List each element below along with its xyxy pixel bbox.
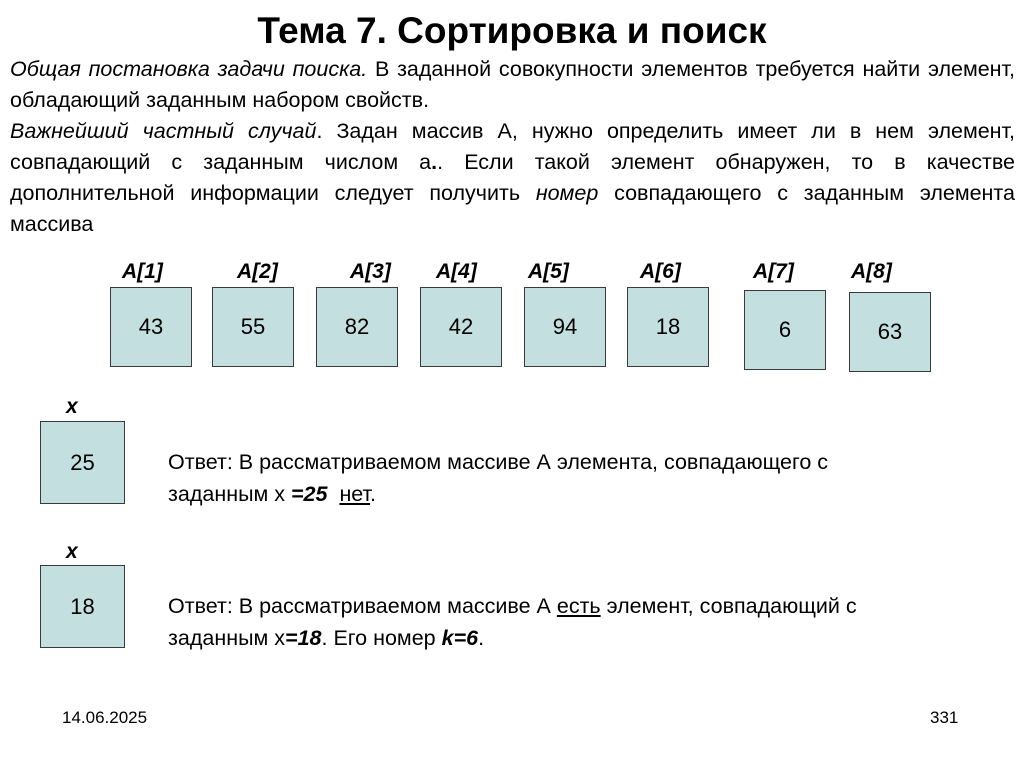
x-cell: 18 bbox=[40, 565, 125, 648]
x-label: x bbox=[66, 395, 78, 418]
answer-span: =25 bbox=[291, 482, 328, 506]
x-label: x bbox=[66, 540, 78, 563]
intro-paragraph-1: Общая постановка задачи поиска. В заданн… bbox=[10, 54, 1015, 116]
array-cell: 63 bbox=[849, 292, 931, 372]
answer-span: Ответ: В рассматриваемом массиве А bbox=[168, 594, 557, 618]
array-label: A[4] bbox=[436, 260, 477, 283]
array-cell: 82 bbox=[316, 287, 398, 367]
page-number: 331 bbox=[930, 708, 959, 727]
footer-date: 14.06.2025 bbox=[62, 708, 148, 727]
array-label: A[5] bbox=[528, 260, 569, 283]
x-cell: 25 bbox=[40, 421, 125, 504]
intro-text: Общая постановка задачи поиска. В заданн… bbox=[10, 54, 1015, 240]
intro-term: номер bbox=[535, 181, 599, 205]
answer-line: Ответ: В рассматриваемом массиве А элеме… bbox=[168, 450, 829, 474]
answer-span: k=6 bbox=[441, 626, 479, 650]
answer-span: . Его номер bbox=[321, 626, 442, 650]
array-cell: 42 bbox=[420, 287, 502, 367]
intro-term: Общая постановка задачи поиска. bbox=[10, 57, 368, 81]
intro-text-span: . Если такой элемент обнаружен, то в кач… bbox=[10, 150, 1015, 205]
answer-span bbox=[327, 482, 339, 506]
intro-paragraph-2: Важнейший частный случай. Задан массив А… bbox=[10, 116, 1015, 240]
array-cell: 18 bbox=[627, 287, 709, 367]
answer-span: . bbox=[370, 482, 377, 506]
answer-span: =18 bbox=[285, 626, 322, 650]
array-label: A[2] bbox=[237, 260, 278, 283]
intro-term: Важнейший частный случай bbox=[10, 119, 317, 143]
array-label: A[7] bbox=[753, 260, 794, 283]
answer-line: Ответ: В рассматриваемом массиве А есть … bbox=[168, 590, 857, 622]
answer-span: нет bbox=[339, 482, 371, 506]
answer-line: заданным х =25 нет. bbox=[168, 478, 828, 510]
array-cell: 43 bbox=[110, 287, 192, 367]
array-label: A[6] bbox=[640, 260, 681, 283]
array-label: A[1] bbox=[122, 260, 163, 283]
page-title: Тема 7. Сортировка и поиск bbox=[257, 10, 767, 51]
answer-span: . bbox=[478, 626, 485, 650]
intro-text-span: В заданной совокупности элементов требуе… bbox=[10, 57, 1015, 112]
intro-text-span: . bbox=[431, 150, 438, 174]
intro-text-span: совпадающего с заданным элемента массива bbox=[10, 181, 1015, 236]
array-cell: 94 bbox=[524, 287, 606, 367]
answer-span: элемент, совпадающий с bbox=[600, 594, 857, 618]
answer-line: заданным х=18. Его номер k=6. bbox=[168, 622, 857, 654]
intro-text-span: . Задан массив А, нужно определить имеет… bbox=[10, 119, 1015, 174]
array-label: A[8] bbox=[851, 260, 892, 283]
answer-span: заданным х bbox=[168, 626, 286, 650]
answer-span: заданным х bbox=[168, 482, 291, 506]
answer-span: есть bbox=[556, 594, 601, 618]
array-cell: 6 bbox=[744, 290, 826, 370]
answer-2: Ответ: В рассматриваемом массиве А есть … bbox=[168, 590, 857, 654]
answer-1: Ответ: В рассматриваемом массиве А элеме… bbox=[168, 446, 828, 510]
array-cell: 55 bbox=[212, 287, 294, 367]
array-label: A[3] bbox=[350, 260, 391, 283]
